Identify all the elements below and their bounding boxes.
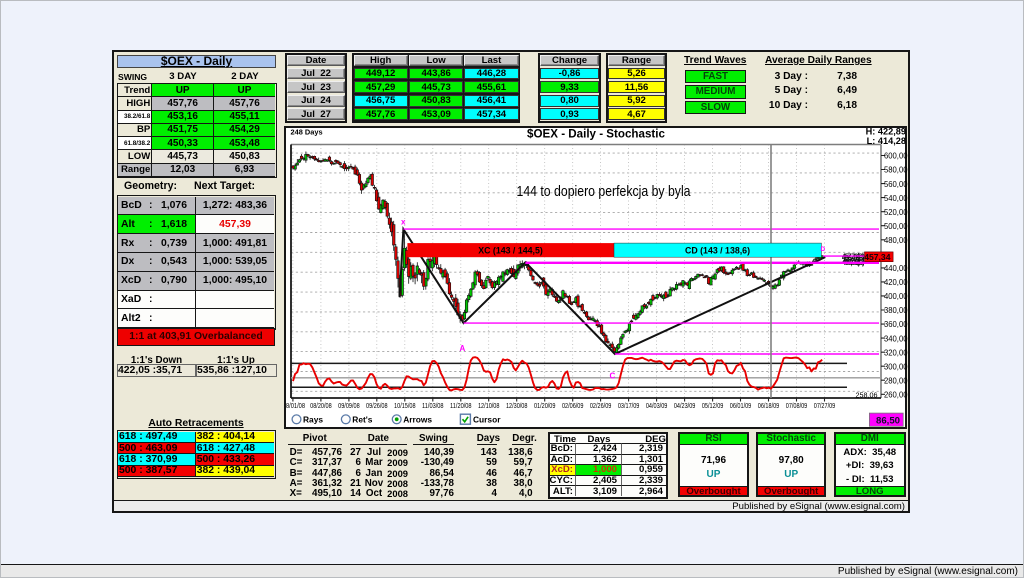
svg-text:L: 414,28: L: 414,28 (867, 136, 906, 146)
svg-text:400,00: 400,00 (884, 291, 908, 301)
svg-text:Arrows: Arrows (403, 415, 432, 425)
svg-text:12/30/08: 12/30/08 (506, 401, 528, 410)
svg-text:248 Days: 248 Days (291, 127, 323, 136)
svg-text:520,00: 520,00 (884, 207, 908, 217)
svg-text:280,00: 280,00 (884, 375, 908, 385)
svg-text:260,00: 260,00 (884, 390, 908, 400)
svg-text:05/12/09: 05/12/09 (702, 401, 724, 410)
svg-text:Cursor: Cursor (473, 415, 501, 425)
svg-text:480,00: 480,00 (884, 235, 908, 245)
svg-text:C: C (610, 372, 616, 381)
svg-text:8/01/08: 8/01/08 (286, 401, 305, 410)
svg-text:144 to dopiero perfekcja by by: 144 to dopiero perfekcja by byla (517, 184, 692, 200)
svg-text:457,34: 457,34 (864, 252, 891, 262)
svg-text:11/03/08: 11/03/08 (422, 401, 444, 410)
svg-text:380,00: 380,00 (884, 305, 908, 315)
svg-text:360,00: 360,00 (884, 319, 908, 329)
svg-text:08/20/08: 08/20/08 (310, 401, 332, 410)
svg-text:580,00: 580,00 (884, 165, 908, 175)
svg-text:440,00: 440,00 (884, 263, 908, 273)
svg-text:CD (143 / 138,6): CD (143 / 138,6) (685, 245, 750, 255)
svg-text:06/01/09: 06/01/09 (730, 401, 752, 410)
svg-text:06/18/09: 06/18/09 (758, 401, 780, 410)
svg-text:86,50: 86,50 (876, 415, 900, 426)
svg-text:07/27/09: 07/27/09 (814, 401, 836, 410)
svg-text:420,00: 420,00 (884, 277, 908, 287)
svg-text:A: A (460, 344, 466, 353)
svg-text:500,00: 500,00 (884, 221, 908, 231)
svg-text:11/20/08: 11/20/08 (450, 401, 472, 410)
svg-text:340,00: 340,00 (884, 333, 908, 343)
svg-text:02/06/09: 02/06/09 (562, 401, 584, 410)
svg-text:D: D (821, 246, 826, 253)
svg-text:x: x (401, 218, 406, 227)
svg-text:04/03/09: 04/03/09 (646, 401, 668, 410)
svg-text:07/08/09: 07/08/09 (786, 401, 808, 410)
svg-text:600,00: 600,00 (884, 151, 908, 161)
svg-text:$OEX - Daily - Stochastic: $OEX - Daily - Stochastic (527, 127, 665, 140)
svg-text:02/26/09: 02/26/09 (590, 401, 612, 410)
svg-text:H: 422,89: H: 422,89 (866, 127, 906, 137)
svg-text:300,00: 300,00 (884, 361, 908, 371)
svg-text:10/15/08: 10/15/08 (394, 401, 416, 410)
svg-text:Ret's: Ret's (352, 415, 372, 425)
svg-text:320,00: 320,00 (884, 347, 908, 357)
svg-text:560,00: 560,00 (884, 179, 908, 189)
svg-text:540,00: 540,00 (884, 193, 908, 203)
svg-text:456,41(S): 456,41(S) (842, 255, 865, 262)
svg-text:457,76(D): 457,76(D) (842, 254, 865, 261)
svg-text:04/23/09: 04/23/09 (674, 401, 696, 410)
svg-text:01/20/09: 01/20/09 (534, 401, 556, 410)
svg-text:XC (143 / 144,5): XC (143 / 144,5) (478, 245, 543, 255)
svg-text:12/10/08: 12/10/08 (478, 401, 500, 410)
svg-text:09/26/08: 09/26/08 (366, 401, 388, 410)
svg-text:Rays: Rays (303, 415, 323, 425)
svg-text:03/17/09: 03/17/09 (618, 401, 640, 410)
svg-text:258,06: 258,06 (856, 390, 878, 399)
svg-text:09/09/08: 09/09/08 (338, 401, 360, 410)
